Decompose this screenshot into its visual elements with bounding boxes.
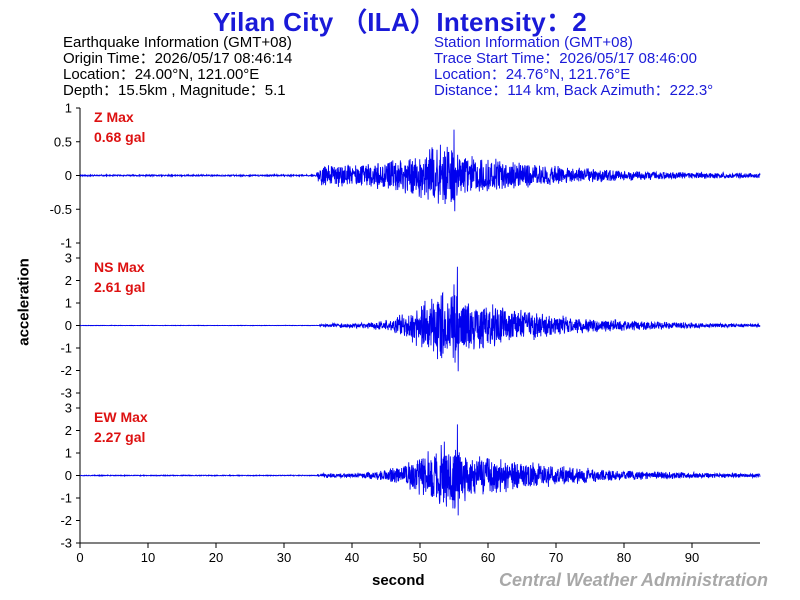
y-tick-label-ns: 3	[65, 251, 72, 266]
y-tick-label-ew: -1	[60, 491, 72, 506]
x-tick-label: 10	[141, 550, 155, 565]
y-tick-label-ns: 2	[65, 273, 72, 288]
y-tick-label-ew: 1	[65, 446, 72, 461]
x-tick-label: 70	[549, 550, 563, 565]
y-tick-label-z: -0.5	[50, 202, 72, 217]
x-tick-label: 80	[617, 550, 631, 565]
x-tick-label: 30	[277, 550, 291, 565]
station-location: Location：24.76°N, 121.76°E	[434, 66, 631, 83]
page-title: Yilan City （ILA）Intensity：2	[212, 7, 588, 37]
y-axis-label: acceleration	[15, 258, 33, 346]
x-tick-label: 90	[685, 550, 699, 565]
y-tick-label-ew: -3	[60, 536, 72, 551]
origin-time: Origin Time：2026/05/17 08:46:14	[63, 50, 293, 67]
trace-start-time: Trace Start Time：2026/05/17 08:46:00	[434, 50, 697, 67]
trace-ew	[79, 424, 761, 516]
y-tick-label-ns: 1	[65, 296, 72, 311]
y-tick-label-z: -1	[60, 236, 72, 251]
y-tick-label-ew: -2	[60, 513, 72, 528]
max-title-ns: NS Max	[94, 259, 145, 275]
x-tick-label: 20	[209, 550, 223, 565]
trace-z	[79, 129, 761, 212]
y-tick-label-z: 0.5	[54, 134, 72, 149]
x-tick-label: 0	[76, 550, 83, 565]
y-tick-label-ew: 2	[65, 423, 72, 438]
max-value-z: 0.68 gal	[94, 129, 145, 145]
trace-ns	[79, 266, 761, 372]
distance-azimuth: Distance：114 km, Back Azimuth：222.3°	[434, 82, 714, 99]
x-axis-label: second	[372, 572, 425, 589]
station-info: Station Information (GMT+08) Trace Start…	[434, 35, 713, 99]
max-value-ew: 2.27 gal	[94, 429, 145, 445]
max-title-z: Z Max	[94, 109, 134, 125]
max-value-ns: 2.61 gal	[94, 279, 145, 295]
y-tick-label-ns: -3	[60, 386, 72, 401]
station-info-heading: Station Information (GMT+08)	[434, 34, 633, 51]
x-tick-label: 50	[413, 550, 427, 565]
depth-magnitude: Depth：15.5km , Magnitude：5.1	[63, 82, 286, 99]
y-tick-label-ew: 3	[65, 401, 72, 416]
epicenter-location: Location：24.00°N, 121.00°E	[63, 66, 260, 83]
y-tick-label-ns: -1	[60, 341, 72, 356]
y-tick-label-ns: -2	[60, 363, 72, 378]
earthquake-info: Earthquake Information (GMT+08) Origin T…	[63, 35, 292, 99]
x-tick-label: 40	[345, 550, 359, 565]
y-tick-label-ew: 0	[65, 468, 72, 483]
earthquake-info-heading: Earthquake Information (GMT+08)	[63, 34, 292, 51]
y-tick-label-ns: 0	[65, 318, 72, 333]
y-tick-label-z: 1	[65, 101, 72, 116]
agency-credit: Central Weather Administration	[498, 570, 768, 590]
max-title-ew: EW Max	[94, 409, 148, 425]
y-tick-label-z: 0	[65, 168, 72, 183]
x-tick-label: 60	[481, 550, 495, 565]
